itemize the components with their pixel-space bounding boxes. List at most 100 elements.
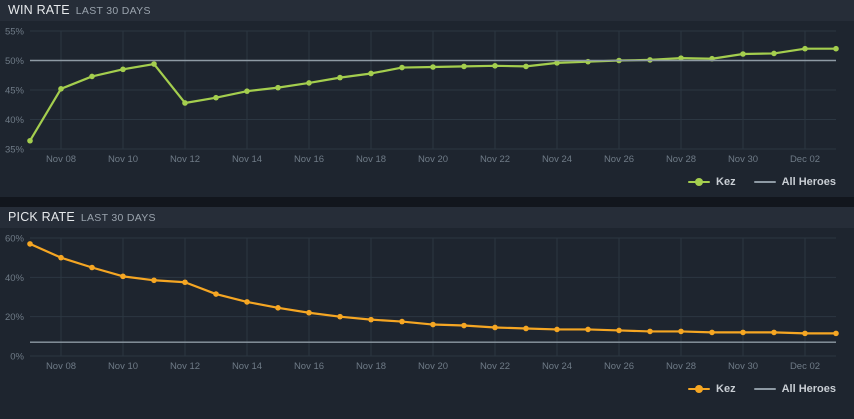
x-axis-tick-label: Nov 26	[604, 361, 634, 372]
x-axis-tick-label: Nov 22	[480, 361, 510, 372]
data-point-marker	[585, 326, 591, 333]
x-axis-tick-label: Nov 12	[170, 154, 200, 165]
data-point-marker	[802, 330, 808, 337]
x-axis-tick-label: Nov 24	[542, 154, 572, 165]
data-point-marker	[182, 100, 188, 106]
data-point-marker	[58, 86, 64, 92]
x-axis-tick-label: Nov 28	[666, 154, 696, 165]
legend-label-all-heroes: All Heroes	[781, 383, 836, 395]
y-axis-tick-label: 35%	[5, 145, 25, 156]
pick-rate-subtitle: LAST 30 DAYS	[80, 212, 156, 224]
data-point-marker	[120, 273, 126, 280]
win-rate-legend: Kez All Heroes	[0, 169, 854, 195]
x-axis-tick-label: Nov 18	[356, 361, 386, 372]
x-axis-tick-label: Nov 20	[418, 361, 448, 372]
data-point-marker	[244, 299, 250, 305]
kez-line-marker-icon	[688, 384, 711, 394]
y-axis-tick-label: 55%	[5, 27, 25, 38]
y-axis-tick-label: 50%	[5, 56, 25, 67]
data-point-marker	[213, 291, 219, 297]
pick-rate-legend: Kez All Heroes	[0, 376, 854, 402]
data-point-marker	[802, 45, 808, 52]
data-point-marker	[368, 70, 374, 77]
data-point-marker	[244, 88, 250, 94]
data-point-marker	[430, 64, 436, 70]
data-point-marker	[27, 241, 33, 247]
x-axis-tick-label: Nov 20	[418, 154, 448, 165]
data-point-marker	[120, 66, 126, 73]
win-rate-subtitle: LAST 30 DAYS	[75, 5, 151, 17]
win-rate-chart-svg: 35% 40% 45% 50% 55% Nov 08 Nov 10 Nov 12 Nov 14 N…	[5, 27, 839, 165]
data-point-marker	[554, 326, 560, 333]
data-point-marker	[306, 80, 312, 86]
data-point-marker	[58, 254, 64, 261]
legend-label-kez: Kez	[716, 176, 736, 188]
x-axis-tick-label: Nov 10	[108, 361, 138, 372]
data-point-marker	[678, 55, 684, 61]
data-point-marker	[430, 321, 436, 328]
data-point-marker	[678, 328, 684, 335]
pick-rate-header: PICK RATE LAST 30 DAYS	[0, 207, 854, 228]
data-point-marker	[151, 277, 157, 284]
x-axis-tick-label: Nov 30	[728, 361, 758, 372]
x-axis-tick-label: Dec 02	[790, 154, 820, 165]
legend-item-all-heroes[interactable]: All Heroes	[753, 176, 836, 188]
data-point-marker	[89, 264, 95, 271]
x-axis-tick-label: Nov 16	[294, 154, 324, 165]
legend-item-kez[interactable]: Kez	[688, 176, 736, 188]
y-axis-tick-label: 45%	[5, 86, 25, 97]
x-axis-tick-label: Nov 28	[666, 361, 696, 372]
x-axis-tick-label: Nov 08	[46, 154, 76, 165]
data-point-marker	[151, 61, 157, 67]
data-point-marker	[647, 328, 653, 335]
y-axis-tick-label: 20%	[5, 312, 25, 323]
x-axis-tick-label: Dec 02	[790, 361, 820, 372]
legend-label-kez: Kez	[716, 383, 736, 395]
legend-label-all-heroes: All Heroes	[781, 176, 836, 188]
data-point-marker	[492, 63, 498, 69]
data-point-marker	[399, 318, 405, 325]
data-point-marker	[275, 305, 281, 311]
y-axis-tick-label: 40%	[5, 273, 25, 284]
x-axis-tick-label: Nov 14	[232, 154, 262, 165]
data-point-marker	[337, 313, 343, 320]
x-axis-tick-label: Nov 24	[542, 361, 572, 372]
all-heroes-line-icon	[753, 384, 776, 394]
legend-item-kez[interactable]: Kez	[688, 383, 736, 395]
data-point-marker	[709, 329, 715, 336]
data-point-marker	[771, 50, 777, 57]
data-point-marker	[213, 94, 219, 101]
data-point-marker	[368, 316, 374, 323]
data-point-marker	[461, 63, 467, 70]
data-point-marker	[275, 84, 281, 91]
x-axis-tick-label: Nov 08	[46, 361, 76, 372]
win-rate-plot[interactable]: 35% 40% 45% 50% 55% Nov 08 Nov 10 Nov 12 Nov 14 N…	[0, 21, 854, 169]
x-axis-tick-label: Nov 26	[604, 154, 634, 165]
data-point-marker	[461, 322, 467, 329]
page-title: WIN RATE	[8, 3, 70, 17]
all-heroes-line-icon	[753, 177, 776, 187]
data-point-marker	[182, 279, 188, 286]
data-point-marker	[399, 64, 405, 71]
data-point-marker	[616, 327, 622, 334]
data-point-marker	[554, 60, 560, 66]
win-rate-header: WIN RATE LAST 30 DAYS	[0, 0, 854, 21]
x-axis-tick-label: Nov 16	[294, 361, 324, 372]
data-point-marker	[740, 51, 746, 57]
legend-item-all-heroes[interactable]: All Heroes	[753, 383, 836, 395]
data-point-marker	[306, 309, 312, 316]
pick-rate-plot[interactable]: 0% 20% 40% 60% Nov 08 Nov 10 Nov 12 Nov 14 Nov 1…	[0, 228, 854, 376]
pick-rate-panel: PICK RATE LAST 30 DAYS 0% 20% 40% 60% Nov 08…	[0, 207, 854, 419]
data-point-marker	[523, 63, 529, 70]
data-point-marker	[585, 58, 591, 65]
x-axis-tick-label: Nov 18	[356, 154, 386, 165]
pick-rate-chart-svg: 0% 20% 40% 60% Nov 08 Nov 10 Nov 12 Nov 14 Nov 1…	[5, 234, 839, 372]
data-point-marker	[523, 325, 529, 332]
data-point-marker	[740, 329, 746, 336]
y-axis-tick-label: 0%	[10, 352, 24, 363]
data-point-marker	[771, 329, 777, 336]
x-axis-tick-label: Nov 10	[108, 154, 138, 165]
data-point-marker	[833, 45, 839, 52]
y-axis-tick-label: 40%	[5, 115, 25, 126]
data-point-marker	[833, 330, 839, 337]
